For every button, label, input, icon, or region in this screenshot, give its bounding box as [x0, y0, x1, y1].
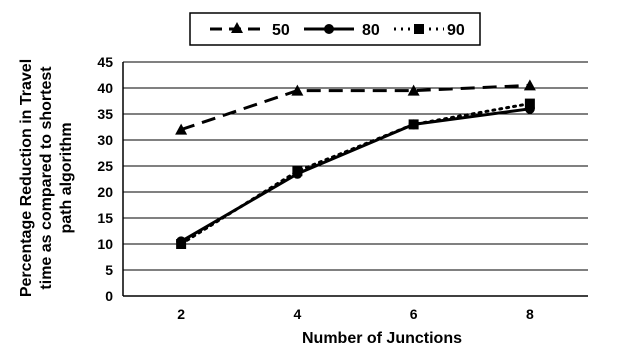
series-markers: [175, 79, 536, 249]
data-point-series-50-x2: [175, 123, 188, 135]
x-tick-labels: 2 4 6 8: [177, 306, 534, 322]
legend-label-80: 80: [362, 22, 380, 39]
y-tick-label: 35: [97, 106, 113, 122]
series-line-80: [180, 107, 531, 243]
axes: [122, 62, 588, 297]
y-tick-label: 30: [97, 132, 113, 148]
x-tick-label: 6: [410, 306, 418, 322]
y-tick-labels: 0 5 10 15 20 25 30 35 40 45: [97, 54, 113, 304]
y-tick-label: 45: [97, 54, 113, 70]
data-point-series-90-x8: [524, 98, 535, 109]
y-tick-label: 40: [97, 80, 113, 96]
y-tick-label: 25: [97, 158, 113, 174]
series-line-50: [180, 83, 530, 132]
y-tick-label: 20: [97, 184, 113, 200]
data-point-series-50-x8: [523, 79, 536, 91]
data-point-series-90-x6: [408, 119, 419, 130]
y-tick-label: 0: [105, 288, 113, 304]
data-point-series-50-x6: [407, 84, 420, 96]
y-tick-label: 10: [97, 236, 113, 252]
y-axis-title-line-1: Percentage Reduction in Travel: [18, 59, 35, 297]
legend-marker-90: [414, 24, 424, 34]
y-tick-label: 5: [105, 262, 113, 278]
x-axis-title: Number of Junctions: [302, 330, 462, 347]
gridlines: [123, 61, 588, 271]
x-tick-label: 4: [293, 306, 301, 322]
y-axis-title-line-3: path algorithm: [58, 122, 75, 233]
y-tick-label: 15: [97, 210, 113, 226]
data-point-series-50-x4: [291, 84, 304, 96]
legend-marker-50: [231, 22, 243, 33]
legend: 50 80 90: [189, 12, 481, 46]
x-tick-label: 2: [177, 306, 185, 322]
y-axis-title-line-2: time as compared to shortest: [38, 66, 55, 290]
series-lines: [179, 83, 532, 246]
data-point-series-90-x2: [176, 239, 187, 249]
legend-label-90: 90: [447, 22, 465, 39]
data-point-series-90-x4: [292, 166, 303, 177]
y-axis-title: Percentage Reduction in Travel time as c…: [18, 59, 75, 297]
x-tick-label: 8: [526, 306, 534, 322]
legend-label-50: 50: [272, 22, 290, 39]
series-line-90: [179, 102, 532, 246]
legend-marker-80: [324, 24, 334, 34]
